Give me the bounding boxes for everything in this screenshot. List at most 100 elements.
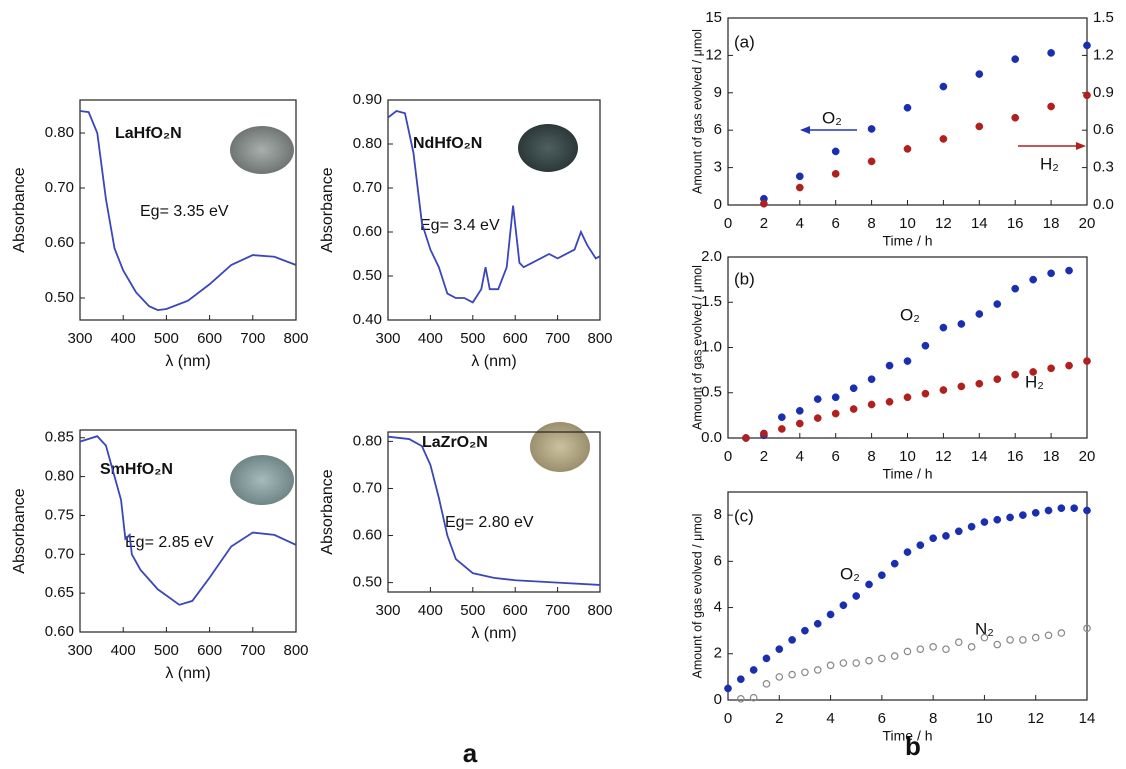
data-point (1083, 624, 1091, 633)
data-point (778, 413, 786, 422)
x-tick-label: 0 (724, 448, 732, 465)
annotation: H₂ (1025, 372, 1044, 391)
x-tick-label: 8 (929, 710, 937, 727)
y-tick-label: 1.0 (701, 338, 722, 355)
data-point (865, 656, 873, 665)
data-point (826, 661, 835, 670)
sample-photo (530, 422, 590, 472)
data-point (890, 652, 899, 660)
y-tick-label: 0.60 (353, 223, 382, 240)
data-point (760, 429, 768, 438)
data-point (942, 645, 950, 653)
data-point (921, 389, 930, 398)
x-tick-label: 8 (867, 215, 875, 232)
x-tick-label: 2 (775, 710, 783, 727)
x-tick-label: 300 (67, 642, 92, 659)
x-tick-label: 12 (1027, 710, 1044, 727)
x-tick-label: 400 (418, 602, 443, 619)
data-point (1044, 506, 1053, 515)
sample-photo (230, 126, 294, 174)
data-point (878, 571, 886, 580)
data-point (1006, 636, 1014, 644)
data-point (967, 522, 976, 531)
x-tick-label: 18 (1043, 448, 1060, 465)
data-point (813, 619, 822, 628)
x-tick-label: 600 (503, 602, 528, 619)
y-tick-label: 0.60 (45, 234, 74, 251)
data-point (778, 425, 786, 433)
x-tick-label: 800 (587, 602, 612, 619)
data-point (903, 357, 912, 365)
sample-photo (230, 455, 294, 505)
x-axis-label: Time / h (882, 728, 932, 744)
x-tick-label: 400 (111, 642, 136, 659)
plot-frame (727, 491, 1088, 701)
x-tick-label: 4 (826, 710, 834, 727)
data-point (939, 323, 948, 332)
x-tick-label: 500 (154, 642, 179, 659)
data-point (903, 393, 912, 402)
data-point (813, 414, 822, 422)
x-tick-label: 16 (1007, 215, 1024, 232)
data-point (852, 592, 861, 600)
arrow-head (1076, 142, 1086, 150)
data-point (831, 169, 840, 178)
data-point (724, 684, 732, 693)
data-point (831, 393, 840, 402)
data-point (1044, 631, 1053, 640)
data-point (849, 384, 858, 393)
data-point (867, 375, 876, 384)
data-point (749, 666, 758, 674)
data-point (975, 70, 984, 78)
y-tick-label: 0.70 (45, 545, 74, 562)
data-point (1047, 49, 1055, 57)
data-point (885, 397, 894, 406)
data-point (980, 633, 989, 642)
data-point (1047, 102, 1055, 111)
y-tick-label: 0.80 (353, 432, 382, 449)
y-tick-label: 0.5 (701, 384, 722, 401)
data-point (957, 320, 966, 328)
data-point (975, 310, 984, 318)
data-point (890, 559, 899, 568)
y-tick-label: 0.60 (45, 623, 74, 640)
annotation: (b) (734, 269, 755, 288)
data-point (1083, 506, 1091, 515)
plot-frame (727, 256, 1088, 439)
y-tick-label: 0.75 (45, 506, 74, 523)
data-point (852, 659, 861, 667)
x-tick-label: 12 (935, 215, 952, 232)
data-point (929, 534, 937, 543)
x-tick-label: 700 (545, 602, 570, 619)
y-tick-label: 2 (714, 645, 722, 662)
y-tick-label: 0.70 (353, 479, 382, 496)
x-tick-label: 800 (283, 642, 308, 659)
data-point (993, 300, 1002, 308)
y-tick-label: 9 (714, 84, 722, 101)
data-point (1006, 513, 1014, 522)
y-tick-label: 4 (714, 599, 722, 616)
annotation: Eg= 3.35 eV (140, 203, 229, 220)
x-tick-label: 6 (878, 710, 886, 727)
data-point (903, 548, 912, 556)
x-tick-label: 2 (760, 215, 768, 232)
x-axis-label: λ (nm) (165, 353, 210, 370)
y-tick-label: 0.70 (353, 179, 382, 196)
x-axis-label: λ (nm) (471, 625, 516, 642)
spectrum-line (387, 110, 601, 304)
y-tick-label: 0 (714, 196, 722, 213)
y-axis-label: Absorbance (319, 469, 336, 554)
data-point (975, 122, 984, 131)
data-point (1083, 41, 1091, 50)
x-tick-label: 10 (976, 710, 993, 727)
x-tick-label: 300 (375, 330, 400, 347)
x-tick-label: 500 (460, 330, 485, 347)
y-tick-label: 0.80 (45, 468, 74, 485)
plot-frame (79, 429, 297, 633)
plot-frame (387, 99, 601, 321)
data-point (942, 532, 950, 540)
data-point (1031, 508, 1040, 517)
x-axis-label: Time / h (882, 233, 932, 249)
data-point (993, 640, 1002, 649)
